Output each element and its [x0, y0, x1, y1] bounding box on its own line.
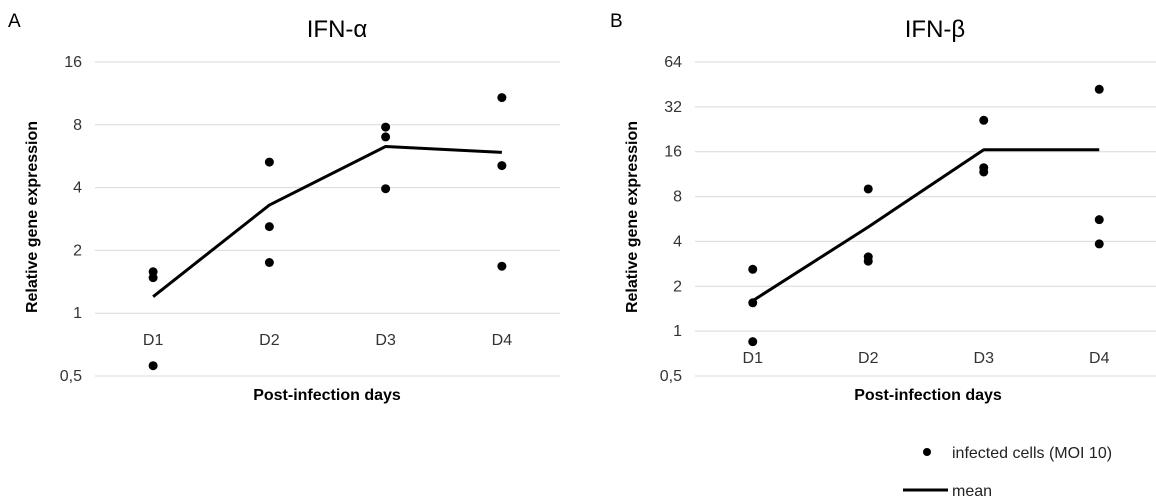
panel-b-data-point [1094, 215, 1104, 225]
panel-a-data-point [497, 161, 507, 171]
panel-a-data-point [148, 273, 158, 283]
panel-b-y-tick-label: 1 [673, 323, 682, 340]
panel-b-x-tick-label: D2 [858, 350, 879, 367]
panel-b-letter: B [610, 11, 623, 32]
panel-a-y-axis-label: Relative gene expression [24, 121, 41, 313]
panel-b-data-point [863, 256, 873, 266]
legend-label-infected: infected cells (MOI 10) [952, 445, 1112, 462]
panel-a-x-tick-label: D3 [375, 332, 396, 349]
panel-a-data-point [497, 261, 507, 271]
panel-a-y-tick-label: 8 [73, 117, 82, 134]
panel-b-x-tick-label: D4 [1089, 350, 1110, 367]
panel-a-plot-area: 0,5 1 2 4 8 16 D1 D2 D3 D4 [60, 54, 560, 385]
panel-a-title: IFN-α [307, 16, 368, 43]
panel-b-y-axis-label: Relative gene expression [624, 121, 641, 313]
panel-a-data-point [148, 361, 158, 371]
panel-b-data-point [748, 264, 758, 274]
panel-b-x-axis-label: Post-infection days [854, 387, 1002, 404]
panel-b-y-tick-label: 8 [673, 189, 682, 206]
panel-a-data-point [264, 222, 274, 232]
legend-dot-marker [923, 448, 931, 456]
panel-b-data-point [1094, 239, 1104, 249]
panel-b-title: IFN-β [905, 16, 965, 43]
panel-a-y-tick-label: 4 [73, 180, 82, 197]
panel-b-data-point [863, 184, 873, 194]
panel-b-y-tick-label: 64 [664, 54, 682, 71]
panel-a-data-point [381, 184, 391, 194]
legend: infected cells (MOI 10) mean [903, 445, 1112, 498]
panel-b-mean-line [751, 148, 1100, 302]
panel-a-y-tick-label: 16 [64, 54, 82, 71]
panel-b-y-tick-label: 32 [664, 99, 682, 116]
panel-b-data-point [748, 337, 758, 347]
panel-b-data-point [979, 167, 989, 177]
panel-b-y-tick-label: 2 [673, 278, 682, 295]
panel-a-x-tick-label: D4 [492, 332, 513, 349]
panel-a-mean-line [152, 144, 502, 298]
panel-a-y-tick-label: 1 [73, 305, 82, 322]
panel-a-y-tick-label: 0,5 [60, 368, 82, 385]
panel-a-data-point [381, 122, 391, 132]
panel-b-data-point [1094, 84, 1104, 94]
panel-a-y-tick-label: 2 [73, 242, 82, 259]
panel-b-x-tick-label: D1 [743, 350, 764, 367]
panel-b-y-tick-label: 16 [664, 144, 682, 161]
panel-a-data-point [264, 257, 274, 267]
legend-label-mean: mean [952, 483, 992, 498]
panel-b-data-point [979, 115, 989, 125]
panel-a-x-tick-label: D2 [259, 332, 280, 349]
panel-a-x-tick-label: D1 [143, 332, 164, 349]
panel-b-y-tick-label: 4 [673, 233, 682, 250]
panel-a-x-axis-label: Post-infection days [253, 387, 401, 404]
panel-a-data-point [497, 93, 507, 103]
panel-a-letter: A [8, 11, 21, 32]
panel-b-x-tick-label: D3 [974, 350, 995, 367]
panel-b-y-tick-label: 0,5 [660, 368, 682, 385]
panel-b-data-point [748, 298, 758, 308]
panel-a-data-point [264, 157, 274, 167]
panel-b-plot-area: 0,5 1 2 4 8 16 32 64 D1 D2 D3 D4 [660, 54, 1156, 385]
panel-a-data-point [381, 132, 391, 142]
